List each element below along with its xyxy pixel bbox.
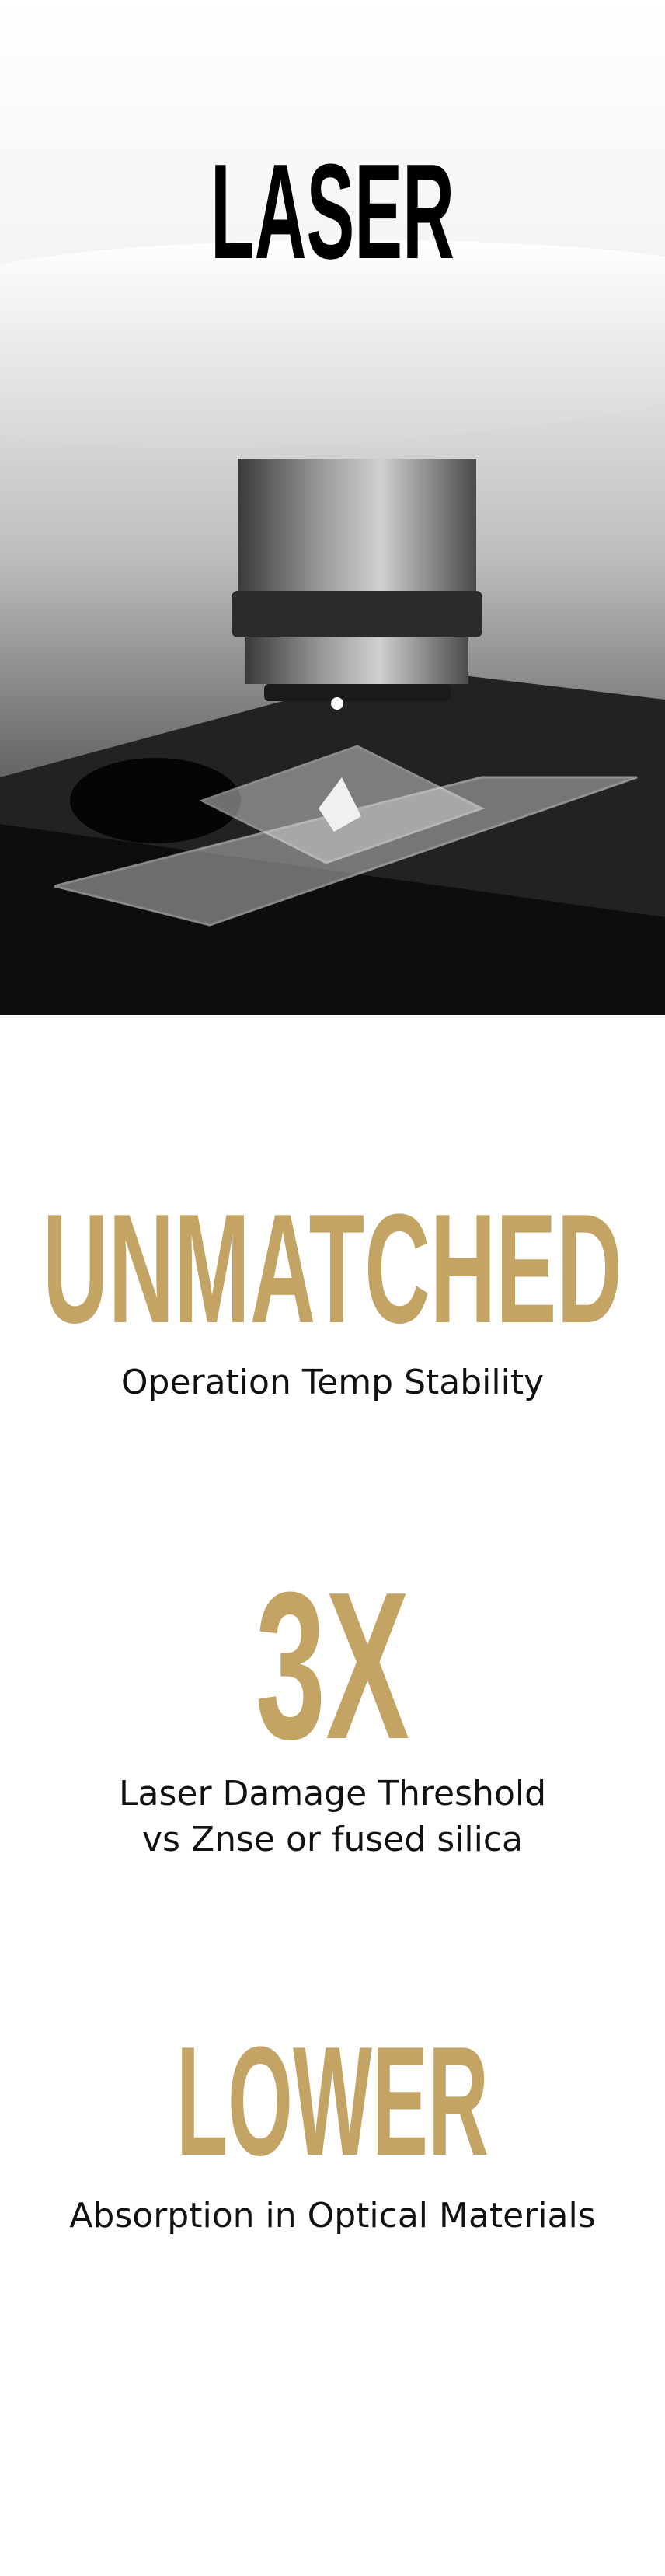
stat-label: vs Znse or fused silica [142, 1820, 523, 1859]
stat-value: LOWER [176, 2015, 489, 2188]
hero-title: LASER [211, 135, 454, 287]
stats: UNMATCHED Operation Temp Stability 3XLaser… [43, 1182, 622, 2236]
stat-label: Laser Damage Threshold [119, 1774, 546, 1813]
stat-value: 3X [256, 1549, 410, 1783]
stat-value: UNMATCHED [43, 1182, 622, 1356]
hero-image [0, 0, 665, 1015]
stat-label: Absorption in Optical Materials [69, 2196, 595, 2236]
stat-label: Operation Temp Stability [121, 1363, 544, 1402]
